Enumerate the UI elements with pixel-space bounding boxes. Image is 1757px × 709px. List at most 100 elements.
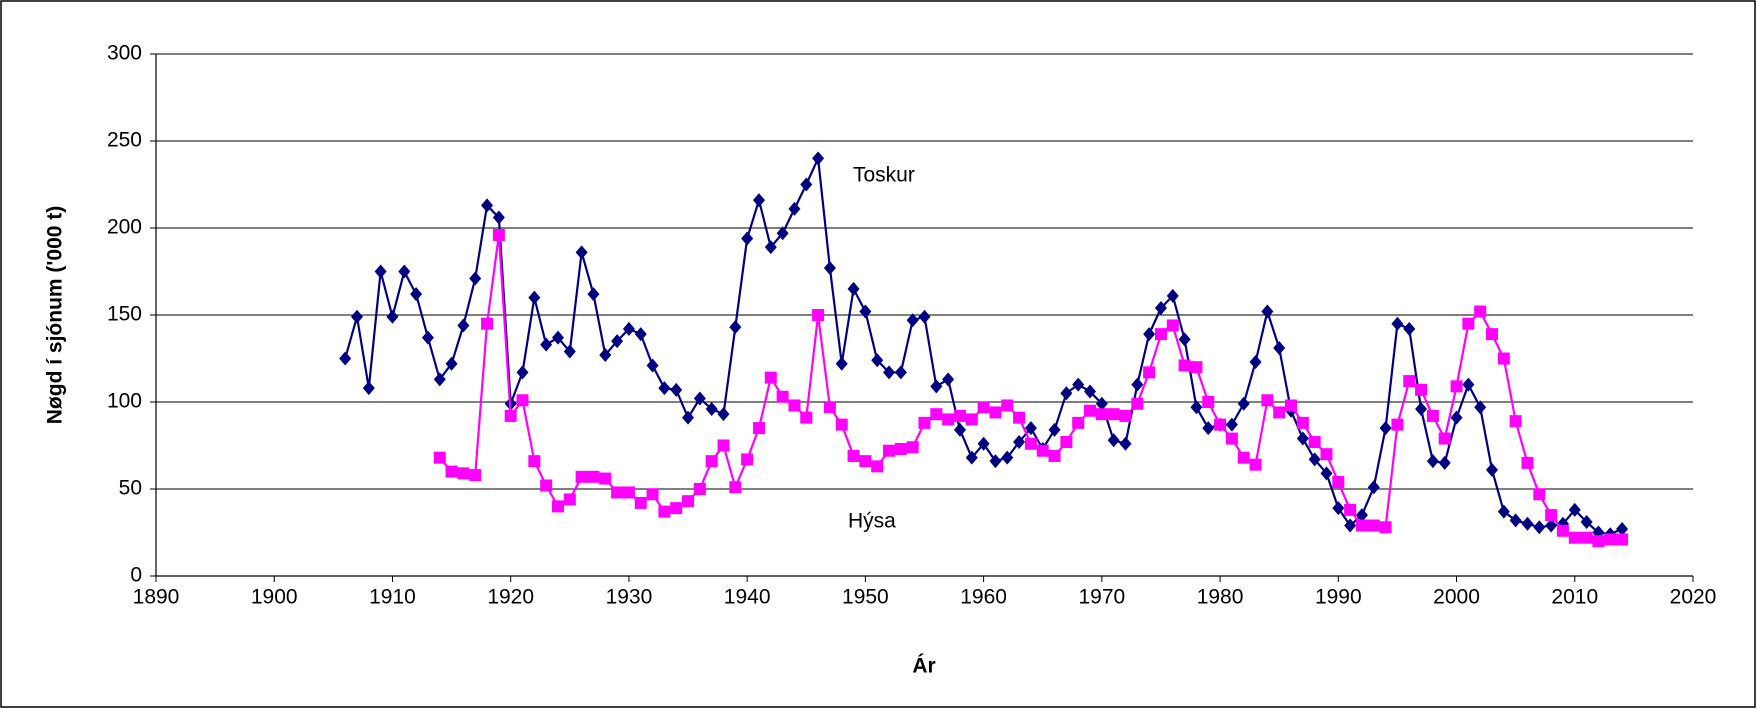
marker [977,401,990,414]
marker [847,449,860,462]
marker [421,330,434,345]
marker [1095,408,1108,421]
marker [350,309,363,324]
marker [800,411,813,424]
marker [1403,375,1416,388]
marker [835,418,848,431]
marker [634,327,647,342]
marker [1060,386,1073,401]
marker [953,422,966,437]
marker [953,409,966,422]
marker [717,407,730,422]
marker [1403,321,1416,336]
marker [1131,377,1144,392]
marker [1273,406,1286,419]
y-tick-label: 0 [130,564,142,587]
marker [871,460,884,473]
marker [1355,519,1368,532]
marker [611,334,624,349]
marker [906,441,919,454]
marker [563,344,576,359]
marker [658,381,671,396]
marker [1190,400,1203,415]
x-tick-label: 1930 [606,586,653,609]
marker [1438,455,1451,470]
marker [1344,503,1357,516]
marker [1509,415,1522,428]
marker [729,481,742,494]
marker [812,151,825,166]
marker [528,290,541,305]
marker [1296,431,1309,446]
marker [540,337,553,352]
marker [1285,399,1298,412]
marker [1119,409,1132,422]
marker [563,493,576,506]
marker [433,451,446,464]
marker [1486,462,1499,477]
marker [1178,359,1191,372]
marker [1214,418,1227,431]
marker [1450,410,1463,425]
marker [1604,533,1617,546]
marker [871,353,884,368]
marker [551,500,564,513]
marker [469,469,482,482]
marker [788,399,801,412]
marker [1509,513,1522,528]
marker [1166,288,1179,303]
marker [776,226,789,241]
marker [1048,422,1061,437]
marker [942,413,955,426]
marker [1616,522,1629,537]
marker [1568,502,1581,517]
x-tick-label: 2020 [1670,586,1717,609]
marker [386,309,399,324]
marker [1296,416,1309,429]
marker [800,177,813,192]
marker [1084,404,1097,417]
marker [977,436,990,451]
marker [410,287,423,302]
marker [445,465,458,478]
marker [883,444,896,457]
marker [433,372,446,387]
marker [717,439,730,452]
marker [1391,418,1404,431]
marker [1273,341,1286,356]
marker [1580,515,1593,530]
marker [705,455,718,468]
marker [1367,519,1380,532]
marker [492,210,505,225]
y-tick-label: 200 [107,216,142,239]
marker [823,261,836,276]
marker [1143,366,1156,379]
marker [1379,521,1392,534]
y-axis-title: Nøgd í sjónum ('000 t) [44,206,67,425]
marker [646,358,659,373]
marker [1225,417,1238,432]
marker [1556,524,1569,537]
marker [374,264,387,279]
marker [965,413,978,426]
marker [646,488,659,501]
marker [1450,380,1463,393]
marker [1261,304,1274,319]
marker [1462,377,1475,392]
series-label: Hýsa [848,510,896,533]
marker [918,309,931,324]
marker [1154,301,1167,316]
marker [1036,444,1049,457]
marker [1545,509,1558,522]
marker [1344,518,1357,533]
marker [682,495,695,508]
marker [1107,433,1120,448]
marker [492,228,505,241]
marker [741,231,754,246]
x-tick-label: 1980 [1197,586,1244,609]
marker [1332,501,1345,516]
x-tick-label: 2000 [1433,586,1480,609]
marker [622,321,635,336]
marker [1119,436,1132,451]
